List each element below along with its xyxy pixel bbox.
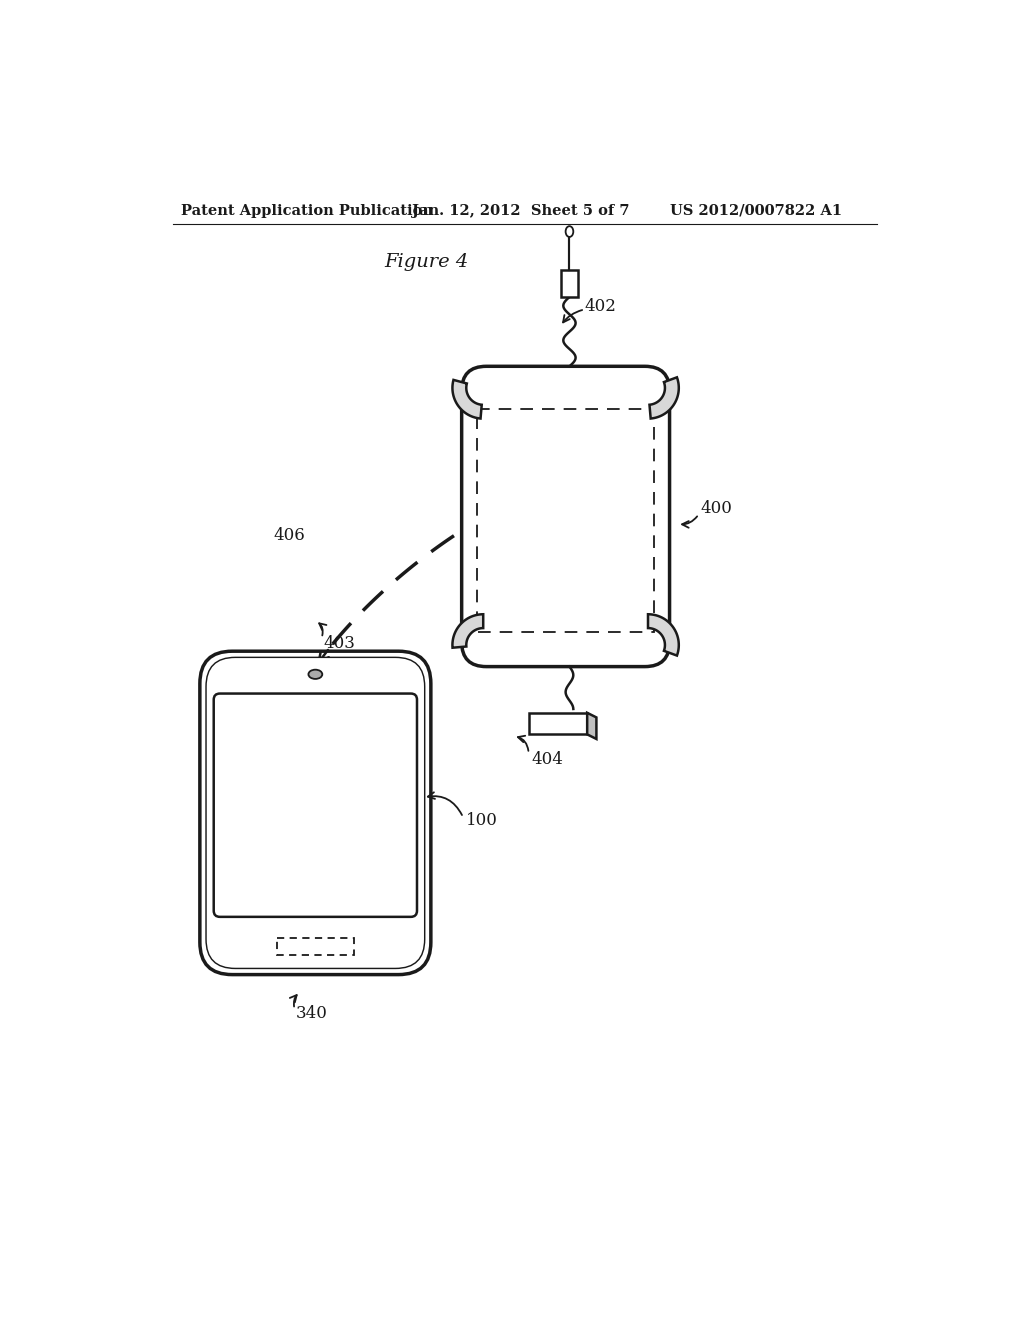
Text: 406: 406 bbox=[273, 527, 305, 544]
Text: 100: 100 bbox=[466, 812, 498, 829]
Text: Jan. 12, 2012  Sheet 5 of 7: Jan. 12, 2012 Sheet 5 of 7 bbox=[412, 203, 629, 218]
Text: Patent Application Publication: Patent Application Publication bbox=[180, 203, 432, 218]
FancyBboxPatch shape bbox=[206, 657, 425, 969]
Polygon shape bbox=[649, 378, 679, 418]
Text: 400: 400 bbox=[700, 500, 732, 517]
FancyBboxPatch shape bbox=[200, 651, 431, 974]
Text: Figure 4: Figure 4 bbox=[385, 253, 469, 272]
Ellipse shape bbox=[565, 226, 573, 238]
Text: 340: 340 bbox=[296, 1005, 328, 1022]
Text: 403: 403 bbox=[323, 635, 355, 652]
FancyBboxPatch shape bbox=[214, 693, 417, 917]
Text: 402: 402 bbox=[585, 298, 616, 314]
Text: 404: 404 bbox=[531, 751, 563, 767]
Bar bbox=[529, 713, 587, 734]
Ellipse shape bbox=[308, 669, 323, 678]
Polygon shape bbox=[587, 713, 596, 739]
Polygon shape bbox=[453, 614, 483, 648]
Polygon shape bbox=[648, 614, 679, 656]
FancyBboxPatch shape bbox=[462, 367, 670, 667]
Bar bbox=[477, 409, 654, 632]
Polygon shape bbox=[453, 380, 481, 418]
Bar bbox=[276, 937, 354, 954]
Text: US 2012/0007822 A1: US 2012/0007822 A1 bbox=[670, 203, 842, 218]
Bar bbox=[561, 271, 578, 297]
